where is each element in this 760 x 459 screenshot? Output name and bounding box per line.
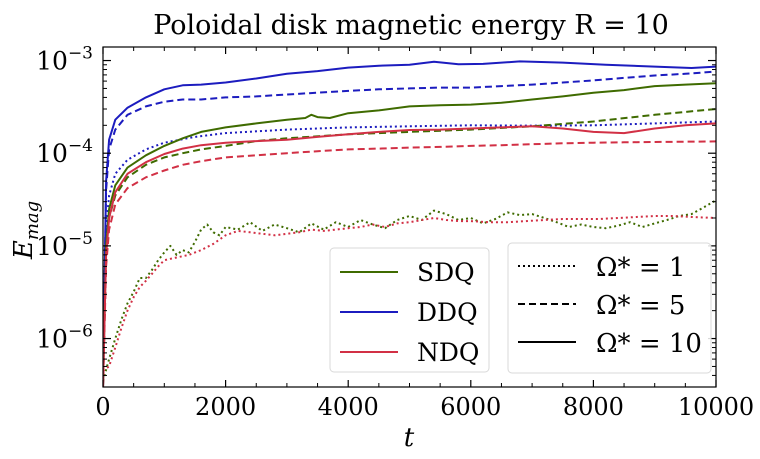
series-line-ndq-dotted [103, 215, 716, 372]
y-tick-label: 10−5 [36, 229, 93, 261]
chart-title-text: Poloidal disk magnetic energy R = 10 [153, 10, 669, 41]
legend-label-ndq: NDQ [417, 338, 479, 367]
y-tick-label-base: 10 [36, 47, 68, 76]
y-axis: 10−610−510−410−3 [36, 44, 716, 388]
x-tick-label: 4000 [318, 393, 379, 421]
legend-label-omega: Ω* = 1 [596, 253, 685, 283]
series-line-sdq-solid [103, 82, 716, 387]
legend-models-box [329, 247, 490, 373]
y-tick-label-base: 10 [36, 232, 68, 261]
x-axis-label: t [404, 423, 415, 453]
y-tick-label-exp: −4 [68, 136, 93, 156]
y-tick-label-exp: −6 [68, 322, 93, 342]
series-line-ddq-dashed [103, 70, 716, 387]
legend-label-sdq: SDQ [417, 258, 475, 287]
x-axis: 0 2000 4000 6000 8000 10000 [95, 47, 754, 421]
x-tick-label: 0 [95, 393, 110, 421]
legend-label-omega: Ω* = 10 [596, 329, 702, 359]
series-layer [103, 60, 716, 387]
y-axis-label-sub: mag [22, 201, 43, 240]
series-line-ddq-solid [103, 60, 716, 387]
x-tick-label: 6000 [440, 393, 501, 421]
y-axis-label: Emag [9, 201, 43, 260]
legend-label-ddq: DDQ [417, 298, 478, 327]
chart-title: Poloidal disk magnetic energy R = 10 [153, 10, 669, 41]
x-tick-label: 10000 [678, 393, 754, 421]
x-tick-label: 8000 [563, 393, 624, 421]
legend-styles-box [507, 242, 712, 374]
y-tick-label: 10−6 [36, 322, 93, 354]
y-tick-label-exp: −5 [68, 229, 93, 249]
y-tick-label-base: 10 [36, 139, 68, 168]
legend-models: SDQ DDQ NDQ [329, 247, 490, 373]
legend-styles: Ω* = 1 Ω* = 5 Ω* = 10 [507, 242, 712, 374]
y-tick-label: 10−3 [36, 44, 93, 76]
y-tick-label-base: 10 [36, 325, 68, 354]
series-line-sdq-dotted [103, 199, 716, 382]
x-tick-label: 2000 [195, 393, 256, 421]
y-axis-label-main: E [9, 240, 39, 260]
legend-label-omega: Ω* = 5 [596, 291, 685, 321]
series-line-ddq-dotted [103, 120, 716, 387]
y-tick-label: 10−4 [36, 136, 93, 168]
y-tick-label-exp: −3 [68, 44, 93, 64]
series-line-ndq-solid [103, 122, 716, 387]
